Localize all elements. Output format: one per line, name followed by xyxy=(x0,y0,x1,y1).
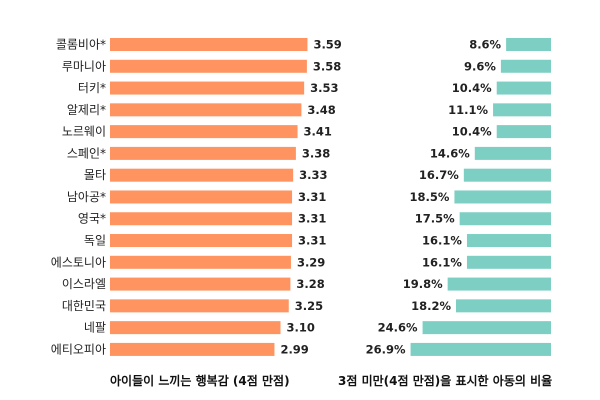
below-three-value-label: 24.6% xyxy=(378,321,418,335)
happiness-bar xyxy=(110,38,308,51)
happiness-bar xyxy=(110,103,302,117)
happiness-value-label: 2.99 xyxy=(280,342,308,356)
below-three-bar xyxy=(474,146,551,160)
below-three-value-label: 10.4% xyxy=(452,81,492,95)
below-three-value-label: 11.1% xyxy=(448,103,488,117)
country-label: 대한민국 xyxy=(62,299,106,313)
below-three-bar xyxy=(466,234,551,248)
happiness-bar xyxy=(110,321,281,335)
country-label: 에스토니아 xyxy=(51,255,106,269)
happiness-value-label: 3.31 xyxy=(298,212,326,226)
below-three-value-label: 10.4% xyxy=(452,125,492,139)
happiness-value-label: 3.25 xyxy=(295,299,323,313)
below-three-bar xyxy=(496,125,551,139)
country-label: 스페인* xyxy=(67,146,106,160)
country-label: 노르웨이 xyxy=(62,125,106,139)
below-three-bar xyxy=(493,103,551,117)
below-three-value-label: 18.2% xyxy=(411,299,451,313)
country-label: 남아공* xyxy=(67,190,106,204)
happiness-bar xyxy=(110,212,293,226)
country-label: 터키* xyxy=(78,81,106,95)
country-label: 몰타 xyxy=(84,168,106,182)
country-label: 알제리* xyxy=(67,103,106,117)
happiness-bar xyxy=(110,255,291,269)
below-three-bar xyxy=(506,38,551,51)
happiness-bar xyxy=(110,146,296,160)
below-three-value-label: 9.6% xyxy=(464,59,496,73)
below-three-axis-title: 3점 미만(4점 만점)을 표시한 아동의 비율 xyxy=(338,374,553,388)
happiness-value-label: 3.38 xyxy=(302,146,330,160)
below-three-bar xyxy=(500,59,551,73)
below-three-value-label: 17.5% xyxy=(415,212,455,226)
below-three-bar xyxy=(459,212,551,226)
happiness-value-label: 3.58 xyxy=(313,59,341,73)
below-three-value-label: 19.8% xyxy=(403,277,443,291)
country-label: 독일 xyxy=(84,234,106,248)
below-three-value-label: 14.6% xyxy=(430,146,470,160)
happiness-value-label: 3.33 xyxy=(299,168,327,182)
country-label: 네팔 xyxy=(84,321,106,335)
happiness-value-label: 3.10 xyxy=(287,321,315,335)
below-three-bar xyxy=(496,81,551,95)
happiness-value-label: 3.53 xyxy=(310,81,338,95)
happiness-value-label: 3.31 xyxy=(298,190,326,204)
happiness-value-label: 3.29 xyxy=(297,255,325,269)
country-label: 루마니아 xyxy=(62,59,106,73)
happiness-bar xyxy=(110,59,307,73)
below-three-bar xyxy=(422,321,551,335)
happiness-bar xyxy=(110,190,293,204)
happiness-value-label: 3.59 xyxy=(313,38,341,52)
happiness-value-label: 3.41 xyxy=(304,125,332,139)
below-three-value-label: 16.1% xyxy=(422,255,462,269)
happiness-bar xyxy=(110,342,275,356)
below-three-bar xyxy=(454,190,551,204)
happiness-bar xyxy=(110,125,298,139)
happiness-value-label: 3.48 xyxy=(307,103,335,117)
below-three-value-label: 16.1% xyxy=(422,234,462,248)
below-three-bar xyxy=(410,342,551,356)
below-three-value-label: 8.6% xyxy=(469,38,501,52)
happiness-value-label: 3.31 xyxy=(298,234,326,248)
below-three-value-label: 18.5% xyxy=(410,190,450,204)
happiness-bar xyxy=(110,81,305,95)
happiness-bar xyxy=(110,277,291,291)
below-three-bar xyxy=(466,255,551,269)
below-three-bar xyxy=(463,168,551,182)
below-three-value-label: 26.9% xyxy=(366,342,406,356)
happiness-axis-title: 아이들이 느끼는 행복감 (4점 만점) xyxy=(110,374,290,388)
below-three-value-label: 16.7% xyxy=(419,168,459,182)
country-label: 에티오피아 xyxy=(51,342,106,356)
happiness-bar xyxy=(110,299,289,313)
country-label: 이스라엘 xyxy=(62,277,106,291)
country-label: 콜롬비아* xyxy=(56,38,106,52)
below-three-bar xyxy=(455,299,551,313)
country-label: 영국* xyxy=(78,212,106,226)
happiness-value-label: 3.28 xyxy=(296,277,324,291)
happiness-bar xyxy=(110,234,293,248)
below-three-bar xyxy=(447,277,551,291)
happiness-bar xyxy=(110,168,294,182)
